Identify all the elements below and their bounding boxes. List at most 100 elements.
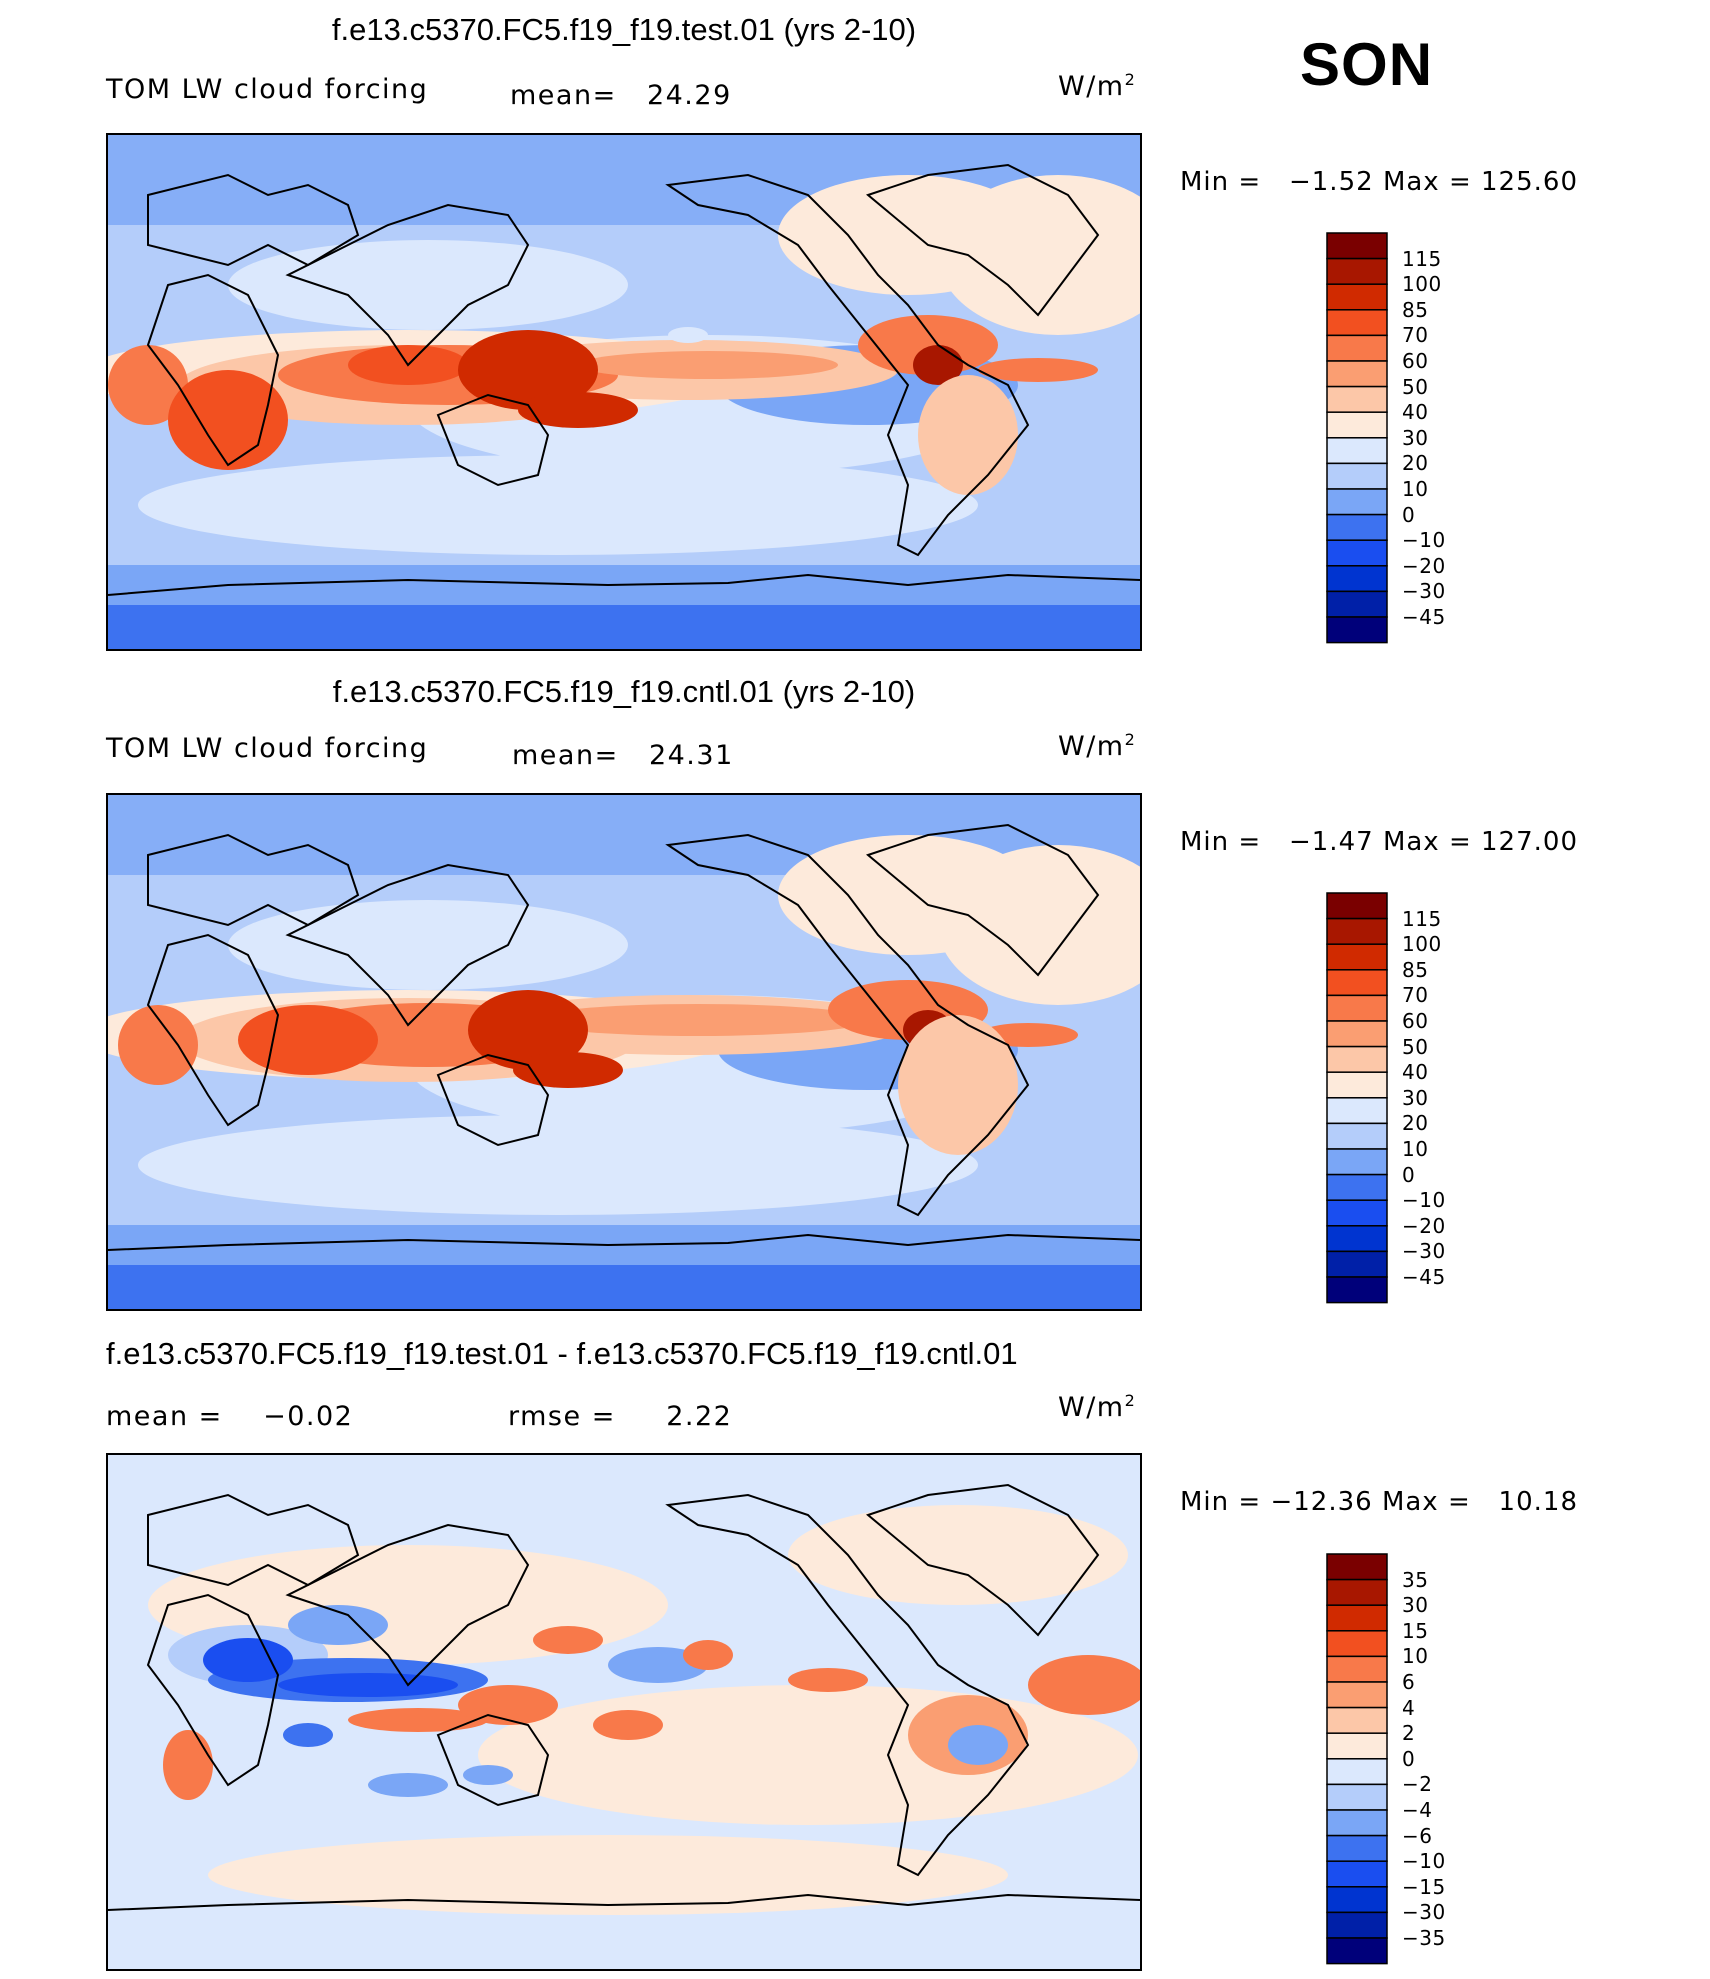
colorbar-tick-label: 35 xyxy=(1402,1567,1429,1592)
colorbar-box xyxy=(1326,969,1388,997)
colorbar-tick-label: 115 xyxy=(1402,246,1442,271)
season-label: SON xyxy=(1300,31,1434,98)
panel-3-units: W/m2 xyxy=(1058,1391,1137,1423)
colorbar-box xyxy=(1326,1834,1388,1862)
panel-1-minmax: Min = −1.52 Max = 125.60 xyxy=(1180,167,1578,197)
colorbar-tick-label: 60 xyxy=(1402,349,1429,373)
panel-1-units: W/m2 xyxy=(1058,70,1137,102)
colorbar-box xyxy=(1326,539,1388,567)
colorbar-tick-label: −10 xyxy=(1402,1188,1446,1213)
colorbar-box xyxy=(1326,1148,1388,1176)
colorbar-box xyxy=(1326,1732,1388,1760)
colorbar-box xyxy=(1326,1706,1388,1734)
colorbar-tick-label: 40 xyxy=(1402,400,1429,425)
colorbar-tick-label: 30 xyxy=(1402,1085,1429,1110)
colorbar-box xyxy=(1326,994,1388,1022)
panel-2-colorbar xyxy=(1326,892,1388,1304)
colorbar-box xyxy=(1326,411,1388,439)
colorbar-tick-label: 60 xyxy=(1402,1009,1429,1033)
panel-3-colorbar xyxy=(1326,1553,1388,1965)
panel-2-mean: mean= 24.31 xyxy=(512,740,734,771)
panel-2-mean-value: 24.31 xyxy=(648,740,734,771)
colorbar-box xyxy=(1326,1225,1388,1253)
colorbar-box xyxy=(1326,385,1388,413)
colorbar-box xyxy=(1326,917,1388,945)
colorbar-tick-label: 30 xyxy=(1402,425,1429,450)
panel-1-variable: TOM LW cloud forcing xyxy=(106,74,429,105)
colorbar-tick-label: −15 xyxy=(1402,1874,1446,1899)
panel-3-rmse: rmse = 2.22 xyxy=(508,1401,732,1432)
colorbar-box xyxy=(1326,1122,1388,1150)
colorbar-tick-label: 70 xyxy=(1402,323,1429,348)
colorbar-tick-label: 85 xyxy=(1402,957,1429,982)
colorbar-tick-label: 20 xyxy=(1402,1111,1429,1136)
colorbar-box xyxy=(1326,513,1388,541)
panel-1-mean-value: 24.29 xyxy=(646,80,732,111)
colorbar-box xyxy=(1326,232,1388,260)
colorbar-tick-label: 30 xyxy=(1402,1593,1429,1618)
colorbar-box xyxy=(1326,1553,1388,1581)
colorbar-tick-label: 2 xyxy=(1402,1721,1416,1746)
colorbar-box xyxy=(1326,1911,1388,1939)
colorbar-tick-label: 10 xyxy=(1402,1137,1429,1161)
colorbar-tick-label: 0 xyxy=(1402,502,1416,527)
colorbar-box xyxy=(1326,1655,1388,1683)
colorbar-box xyxy=(1326,1020,1388,1048)
colorbar-box xyxy=(1326,1276,1388,1304)
colorbar-box xyxy=(1326,1937,1388,1965)
colorbar-tick-label: 10 xyxy=(1402,477,1429,501)
panel-3-max-value: 10.18 xyxy=(1498,1487,1578,1517)
colorbar-tick-label: 50 xyxy=(1402,1034,1429,1059)
colorbar-tick-label: −30 xyxy=(1402,579,1446,604)
colorbar-box xyxy=(1326,1199,1388,1227)
panel-2-minmax: Min = −1.47 Max = 127.00 xyxy=(1180,827,1578,857)
colorbar-tick-label: −10 xyxy=(1402,528,1446,553)
panel-1-colorbar xyxy=(1326,232,1388,644)
colorbar-box xyxy=(1326,488,1388,516)
colorbar-box xyxy=(1326,334,1388,362)
colorbar-box xyxy=(1326,1071,1388,1099)
panel-1-min-value: −1.52 xyxy=(1288,167,1374,197)
colorbar-box xyxy=(1326,1604,1388,1632)
colorbar-box xyxy=(1326,565,1388,593)
colorbar-box xyxy=(1326,1578,1388,1606)
colorbar-tick-label: 20 xyxy=(1402,451,1429,476)
panel-3-rmse-value: 2.22 xyxy=(666,1401,733,1432)
colorbar-tick-label: −10 xyxy=(1402,1849,1446,1874)
colorbar-tick-label: −20 xyxy=(1402,1213,1446,1238)
colorbar-box xyxy=(1326,1630,1388,1658)
colorbar-tick-label: −6 xyxy=(1402,1823,1433,1848)
colorbar-box xyxy=(1326,360,1388,388)
panel-1-title: f.e13.c5370.FC5.f19_f19.test.01 (yrs 2-1… xyxy=(331,12,917,47)
panel-2-variable: TOM LW cloud forcing xyxy=(106,733,429,764)
colorbar-tick-label: −20 xyxy=(1402,553,1446,578)
panel-3-minmax: Min = −12.36 Max = 10.18 xyxy=(1180,1487,1578,1517)
panel-3-min-value: −12.36 xyxy=(1270,1487,1373,1517)
colorbar-tick-label: −45 xyxy=(1402,1265,1446,1289)
colorbar-tick-label: 100 xyxy=(1402,932,1442,957)
panel-1-map-field xyxy=(108,135,1140,649)
colorbar-tick-label: −30 xyxy=(1402,1239,1446,1264)
colorbar-box xyxy=(1326,1783,1388,1811)
panel-1-mean: mean= 24.29 xyxy=(510,80,732,111)
colorbar-box xyxy=(1326,309,1388,337)
colorbar-tick-label: 100 xyxy=(1402,272,1442,297)
panel-1-map xyxy=(106,133,1142,651)
colorbar-box xyxy=(1326,1809,1388,1837)
colorbar-box xyxy=(1326,616,1388,644)
colorbar-box xyxy=(1326,1860,1388,1888)
panel-2-units: W/m2 xyxy=(1058,730,1137,762)
panel-3-mean-value: −0.02 xyxy=(263,1401,354,1432)
colorbar-box xyxy=(1326,437,1388,465)
colorbar-tick-label: 15 xyxy=(1402,1618,1429,1643)
panel-2-title: f.e13.c5370.FC5.f19_f19.cntl.01 (yrs 2-1… xyxy=(332,674,916,709)
colorbar-box xyxy=(1326,283,1388,311)
colorbar-tick-label: 85 xyxy=(1402,297,1429,322)
colorbar-box xyxy=(1326,462,1388,490)
colorbar-box xyxy=(1326,943,1388,971)
panel-1-max-value: 125.60 xyxy=(1481,167,1578,197)
colorbar-tick-label: −30 xyxy=(1402,1900,1446,1925)
colorbar-box xyxy=(1326,1681,1388,1709)
colorbar-tick-label: 0 xyxy=(1402,1746,1416,1771)
panel-2-min-value: −1.47 xyxy=(1288,827,1374,857)
